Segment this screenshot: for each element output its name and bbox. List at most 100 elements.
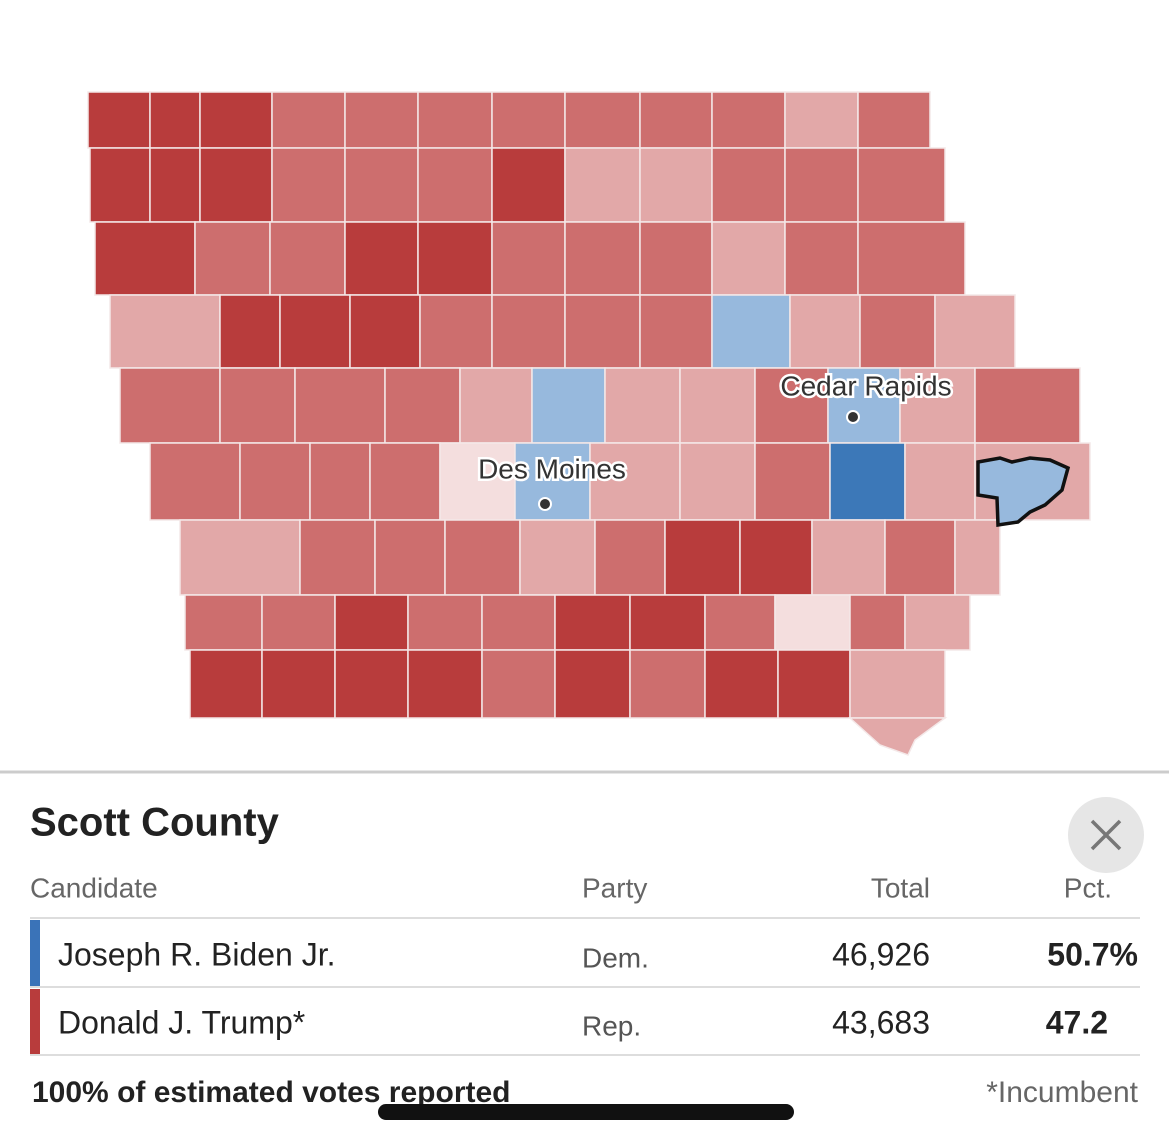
county[interactable] bbox=[269, 221, 346, 296]
county[interactable] bbox=[857, 91, 931, 149]
county[interactable] bbox=[784, 147, 859, 223]
county[interactable] bbox=[219, 367, 296, 444]
county[interactable] bbox=[491, 147, 566, 223]
county[interactable] bbox=[564, 294, 641, 369]
county[interactable] bbox=[774, 594, 851, 651]
county[interactable] bbox=[754, 367, 829, 444]
county[interactable] bbox=[119, 367, 221, 444]
county[interactable] bbox=[679, 367, 756, 444]
county[interactable] bbox=[309, 442, 371, 521]
county[interactable] bbox=[344, 91, 419, 149]
county[interactable] bbox=[407, 594, 483, 651]
county[interactable] bbox=[829, 442, 906, 521]
county[interactable] bbox=[109, 294, 221, 369]
county[interactable] bbox=[271, 147, 346, 223]
county[interactable] bbox=[857, 221, 966, 296]
county[interactable] bbox=[711, 91, 786, 149]
county[interactable] bbox=[349, 294, 421, 369]
county[interactable] bbox=[219, 294, 281, 369]
county[interactable] bbox=[459, 367, 533, 444]
county[interactable] bbox=[407, 649, 483, 719]
county[interactable] bbox=[784, 221, 859, 296]
county[interactable] bbox=[629, 649, 706, 719]
county[interactable] bbox=[271, 91, 346, 149]
county[interactable] bbox=[604, 367, 681, 444]
county[interactable] bbox=[417, 221, 493, 296]
county[interactable] bbox=[279, 294, 351, 369]
county[interactable] bbox=[261, 649, 336, 719]
county[interactable] bbox=[934, 294, 1016, 369]
county[interactable] bbox=[149, 442, 241, 521]
county[interactable] bbox=[639, 91, 713, 149]
county[interactable] bbox=[827, 367, 901, 444]
county[interactable] bbox=[334, 594, 409, 651]
county[interactable] bbox=[859, 294, 936, 369]
county[interactable] bbox=[384, 367, 461, 444]
county[interactable] bbox=[344, 147, 419, 223]
county[interactable] bbox=[491, 91, 566, 149]
county[interactable] bbox=[594, 519, 666, 596]
county[interactable] bbox=[417, 91, 493, 149]
county[interactable] bbox=[564, 91, 641, 149]
selected-county[interactable] bbox=[976, 456, 1071, 528]
county[interactable] bbox=[777, 649, 851, 719]
county[interactable] bbox=[884, 519, 956, 596]
county[interactable] bbox=[849, 594, 906, 651]
county[interactable] bbox=[194, 221, 271, 296]
county[interactable] bbox=[554, 649, 631, 719]
county[interactable] bbox=[848, 717, 948, 756]
county[interactable] bbox=[789, 294, 861, 369]
county[interactable] bbox=[904, 594, 971, 651]
county[interactable] bbox=[899, 367, 976, 444]
close-button[interactable] bbox=[1068, 797, 1144, 873]
county[interactable] bbox=[904, 442, 976, 521]
county[interactable] bbox=[491, 221, 566, 296]
county[interactable] bbox=[369, 442, 441, 521]
county[interactable] bbox=[704, 649, 779, 719]
county[interactable] bbox=[417, 147, 493, 223]
county[interactable] bbox=[564, 221, 641, 296]
county[interactable] bbox=[589, 442, 681, 521]
county[interactable] bbox=[639, 294, 713, 369]
county[interactable] bbox=[629, 594, 706, 651]
county[interactable] bbox=[704, 594, 776, 651]
county[interactable] bbox=[94, 221, 196, 296]
county[interactable] bbox=[554, 594, 631, 651]
county[interactable] bbox=[519, 519, 596, 596]
county[interactable] bbox=[374, 519, 446, 596]
county[interactable] bbox=[531, 367, 606, 444]
county[interactable] bbox=[261, 594, 336, 651]
county[interactable] bbox=[199, 147, 273, 223]
county[interactable] bbox=[89, 147, 151, 223]
county[interactable] bbox=[239, 442, 311, 521]
county[interactable] bbox=[664, 519, 741, 596]
county[interactable] bbox=[444, 519, 521, 596]
county[interactable] bbox=[679, 442, 756, 521]
county[interactable] bbox=[299, 519, 376, 596]
county[interactable] bbox=[711, 147, 786, 223]
county[interactable] bbox=[954, 519, 1001, 596]
county[interactable] bbox=[149, 147, 201, 223]
county[interactable] bbox=[564, 147, 641, 223]
county[interactable] bbox=[784, 91, 859, 149]
county[interactable] bbox=[974, 367, 1081, 444]
county[interactable] bbox=[481, 649, 556, 719]
county[interactable] bbox=[179, 519, 301, 596]
county[interactable] bbox=[184, 594, 263, 651]
county[interactable] bbox=[711, 221, 786, 296]
county[interactable] bbox=[189, 649, 263, 719]
county[interactable] bbox=[739, 519, 813, 596]
county[interactable] bbox=[334, 649, 409, 719]
county[interactable] bbox=[811, 519, 886, 596]
county[interactable] bbox=[149, 91, 201, 149]
county[interactable] bbox=[857, 147, 946, 223]
county[interactable] bbox=[711, 294, 791, 369]
county[interactable] bbox=[199, 91, 273, 149]
county[interactable] bbox=[491, 294, 566, 369]
county[interactable] bbox=[419, 294, 493, 369]
county[interactable] bbox=[294, 367, 386, 444]
county[interactable] bbox=[639, 147, 713, 223]
county[interactable] bbox=[87, 91, 151, 149]
county[interactable] bbox=[481, 594, 556, 651]
county[interactable] bbox=[754, 442, 831, 521]
